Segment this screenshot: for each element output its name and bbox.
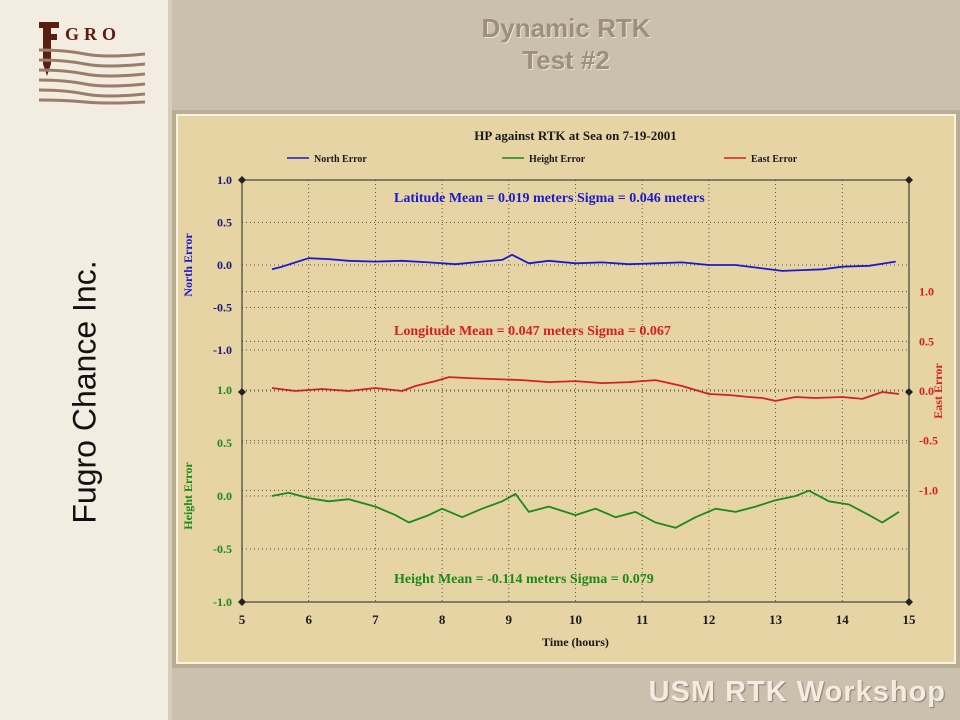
x-tick-label-10: 15	[903, 612, 917, 627]
series-line-2	[271, 489, 900, 529]
fugro-logo-graphic: GRO	[38, 22, 146, 105]
y-tick-label-0-4: -1.0	[213, 343, 232, 357]
x-tick-label-0: 5	[239, 612, 246, 627]
y-tick-label-0-2: 0.0	[217, 258, 232, 272]
series-line-0	[271, 253, 896, 272]
y-tick-label-1-0: 1.0	[919, 285, 934, 299]
footer-band	[172, 668, 960, 720]
chart-panel-border	[176, 114, 956, 664]
series-line-1	[271, 376, 900, 402]
slide-title-line1: Dynamic RTK	[481, 13, 651, 43]
legend-label-2: East Error	[751, 154, 798, 165]
y-axis-label-1: East Error	[931, 363, 945, 419]
corner-marker-ml	[238, 388, 246, 396]
chart-title: HP against RTK at Sea on 7-19-2001	[474, 128, 677, 143]
corner-marker-tr	[905, 176, 913, 184]
y-tick-label-0-1: 0.5	[217, 216, 232, 230]
corner-marker-mr	[905, 388, 913, 396]
chart-svg: HP against RTK at Sea on 7-19-2001 North …	[172, 110, 960, 668]
y-tick-label-2-2: 0.0	[217, 489, 232, 503]
y-tick-label-1-3: -0.5	[919, 434, 938, 448]
y-tick-label-1-1: 0.5	[919, 334, 934, 348]
footer-workshop: USM RTK Workshop	[648, 676, 946, 708]
y-tick-label-2-4: -1.0	[213, 595, 232, 609]
logo-text: GRO	[65, 24, 121, 44]
x-tick-label-6: 11	[636, 612, 648, 627]
series-annotation-1: Longitude Mean = 0.047 meters Sigma = 0.…	[394, 324, 671, 339]
x-tick-label-1: 6	[305, 612, 312, 627]
sidebar	[0, 0, 170, 720]
legend-label-0: North Error	[314, 154, 367, 165]
x-tick-label-8: 13	[769, 612, 783, 627]
slide-title-line2: Test #2	[522, 45, 610, 75]
y-axis-label-2: Height Error	[181, 462, 195, 530]
chart-frame: HP against RTK at Sea on 7-19-2001 North …	[172, 110, 960, 668]
x-tick-label-9: 14	[836, 612, 850, 627]
x-tick-label-5: 10	[569, 612, 582, 627]
series-annotation-2: Height Mean = -0.114 meters Sigma = 0.07…	[394, 572, 654, 587]
y-tick-label-1-2: 0.0	[919, 384, 934, 398]
y-tick-label-0-3: -0.5	[213, 301, 232, 315]
y-tick-label-0-0: 1.0	[217, 173, 232, 187]
corner-marker-tl	[238, 176, 246, 184]
y-tick-label-2-3: -0.5	[213, 542, 232, 556]
x-tick-label-3: 8	[439, 612, 446, 627]
x-axis-label: Time (hours)	[542, 635, 609, 649]
y-tick-label-1-4: -1.0	[919, 483, 938, 497]
y-axis-label-0: North Error	[181, 233, 195, 297]
sidebar-divider	[168, 0, 172, 720]
fugro-logo: GRO	[35, 14, 149, 106]
corner-marker-bl	[238, 598, 246, 606]
x-tick-label-2: 7	[372, 612, 379, 627]
corner-marker-br	[905, 598, 913, 606]
series-annotation-0: Latitude Mean = 0.019 meters Sigma = 0.0…	[394, 191, 705, 206]
y-tick-label-2-1: 0.5	[217, 436, 232, 450]
chart-panel-background	[177, 115, 955, 663]
slide-title: Dynamic RTK Test #2	[172, 12, 960, 76]
x-tick-label-7: 12	[702, 612, 715, 627]
x-tick-label-4: 9	[506, 612, 513, 627]
company-name-vertical: Fugro Chance Inc.	[66, 260, 103, 524]
header-band	[172, 0, 960, 110]
legend-label-1: Height Error	[529, 154, 586, 165]
y-tick-label-2-0: 1.0	[217, 383, 232, 397]
